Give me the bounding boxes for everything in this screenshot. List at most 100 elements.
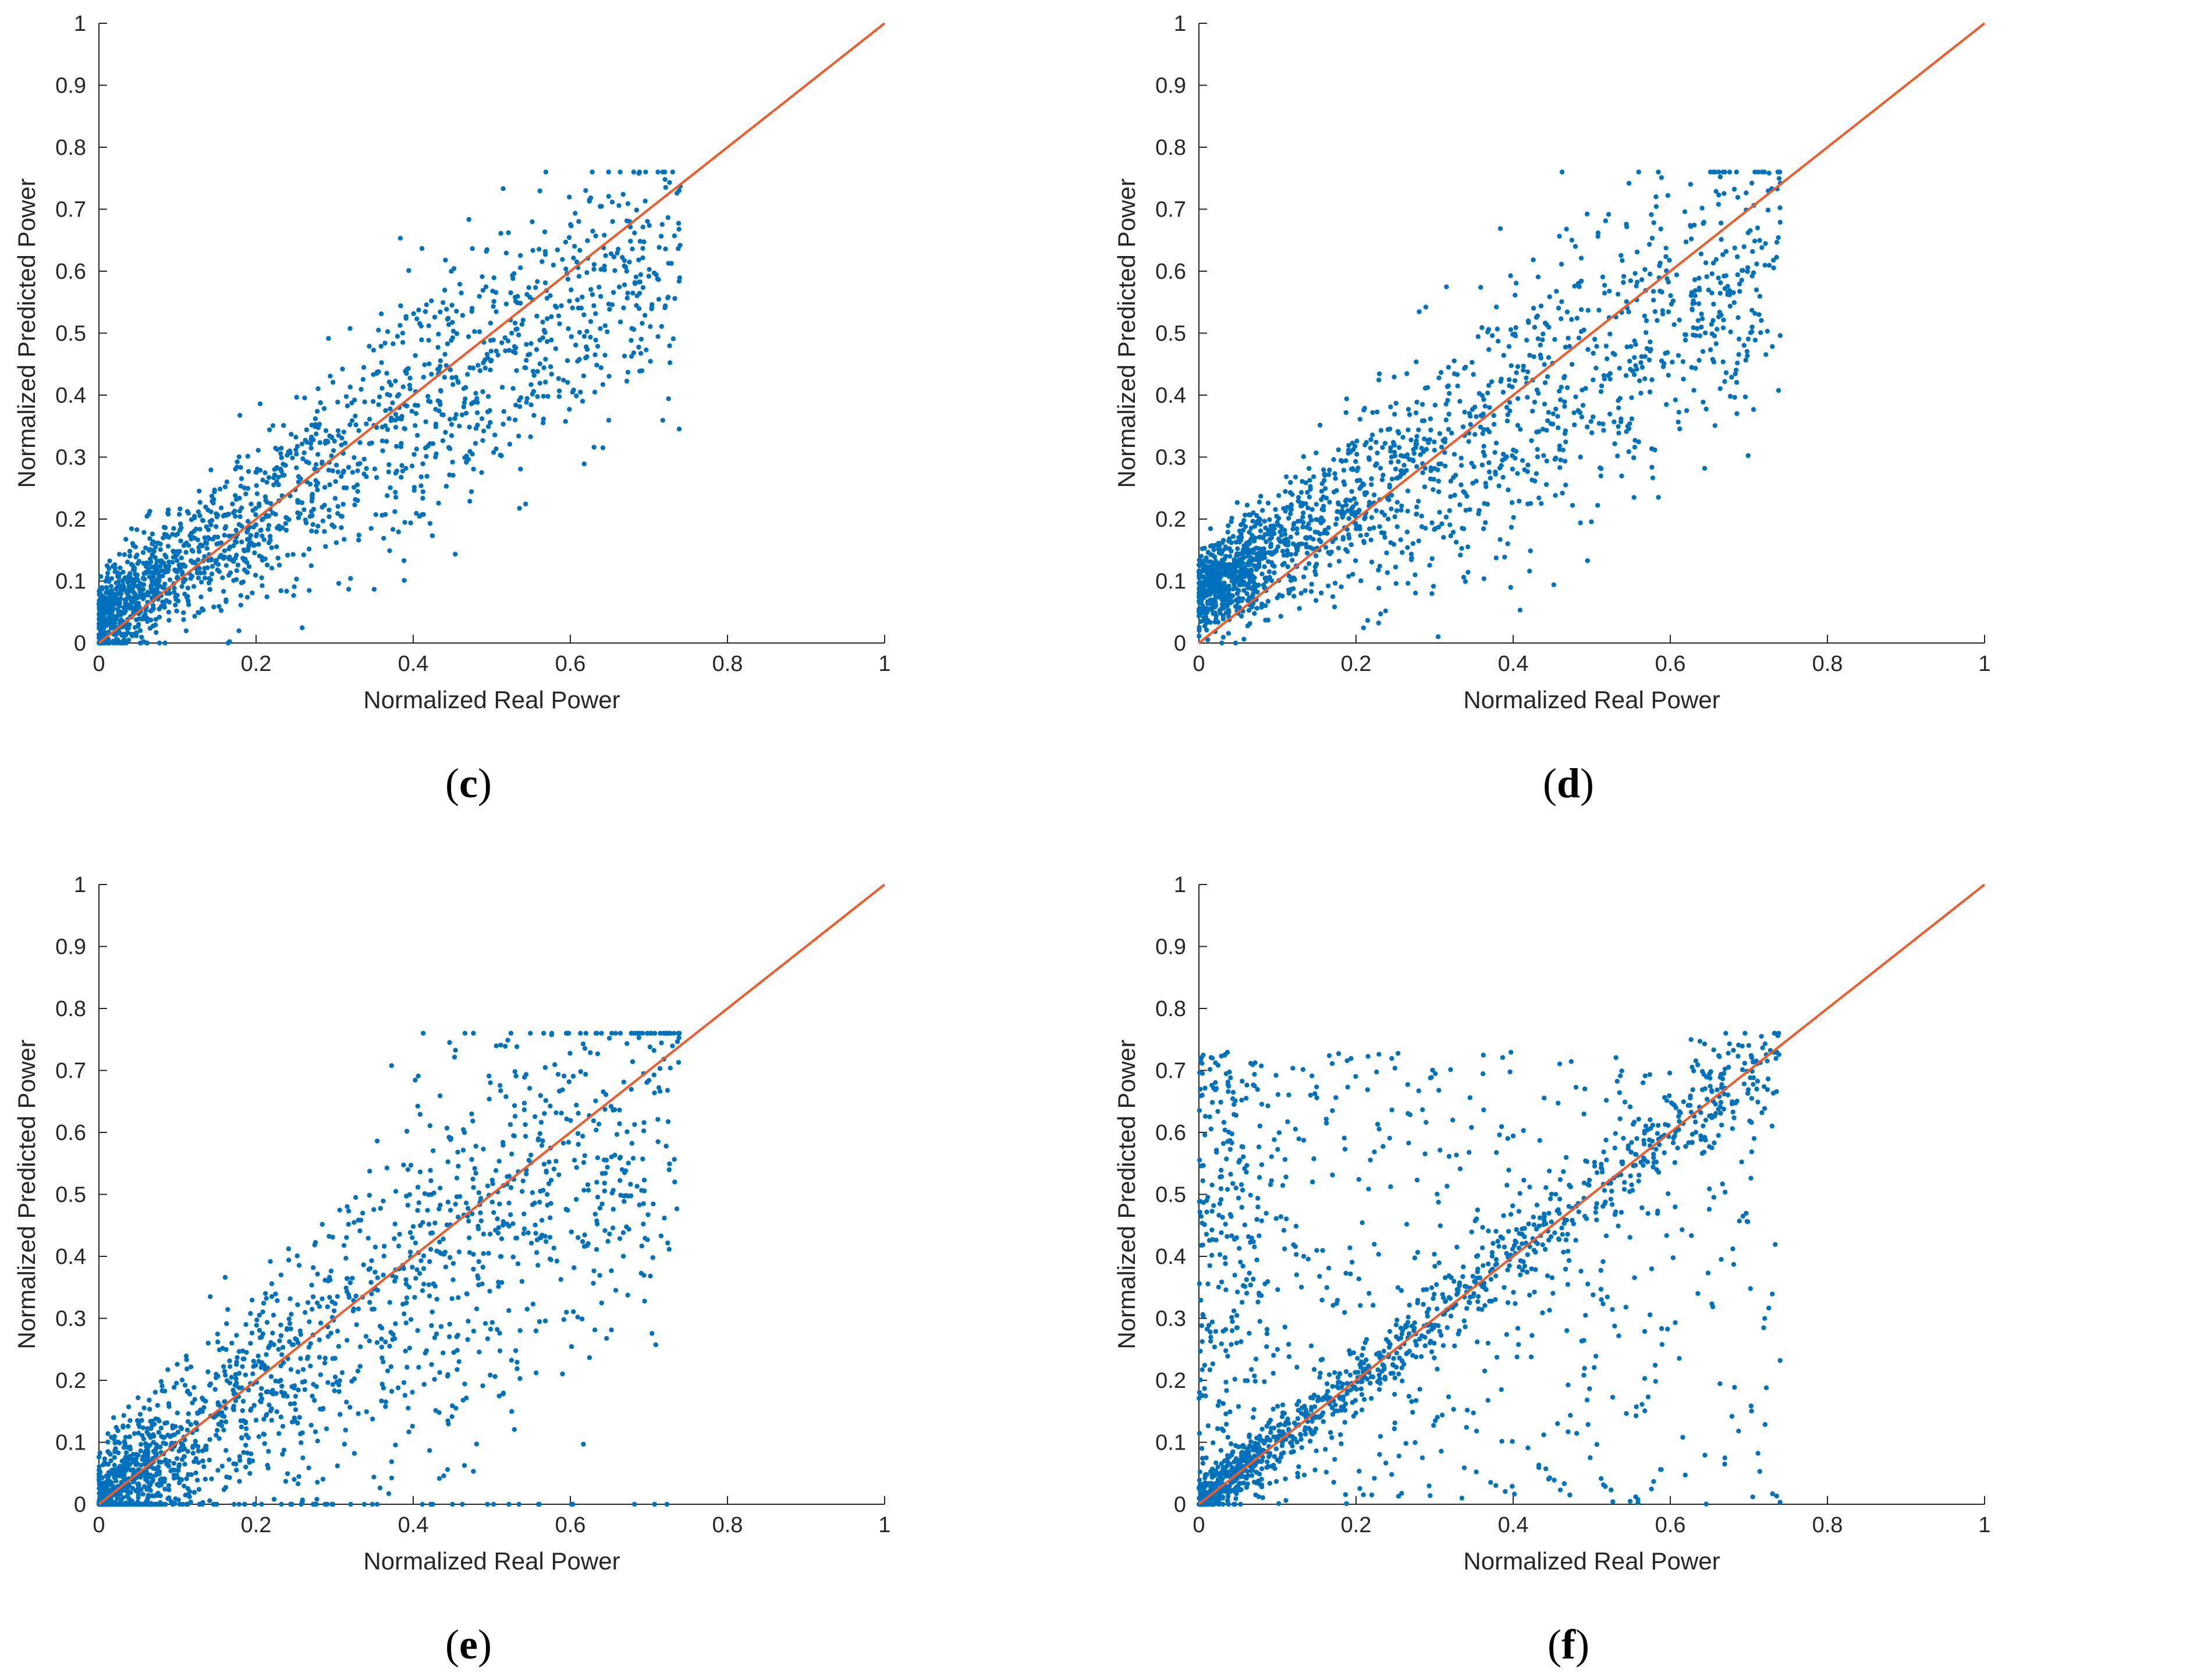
data-point (1486, 460, 1492, 466)
data-point (1766, 171, 1772, 176)
data-point (147, 574, 152, 580)
data-point (1399, 503, 1404, 509)
data-point (1460, 525, 1465, 531)
data-point (1734, 169, 1739, 175)
data-point (350, 1276, 355, 1281)
data-point (565, 379, 570, 385)
data-point (477, 329, 482, 335)
data-point (214, 524, 219, 530)
data-point (1594, 344, 1599, 349)
data-point (1722, 379, 1727, 384)
data-point (1539, 501, 1544, 506)
data-point (1287, 490, 1293, 495)
data-point (666, 1246, 672, 1252)
data-point (408, 1163, 414, 1168)
data-point (379, 1336, 384, 1342)
data-point (1488, 475, 1493, 481)
data-point (1313, 572, 1318, 577)
data-point (1642, 313, 1647, 319)
data-point (613, 1288, 619, 1293)
data-point (1615, 453, 1620, 459)
data-point (227, 554, 232, 560)
data-point (667, 343, 672, 349)
data-point (1632, 338, 1637, 343)
data-point (1651, 297, 1656, 303)
data-point (414, 316, 420, 322)
data-point (1716, 169, 1722, 175)
data-point (231, 1404, 236, 1409)
data-point (591, 445, 597, 450)
data-point (616, 247, 621, 252)
data-point (484, 248, 489, 254)
data-point (1197, 613, 1202, 619)
data-point (349, 418, 355, 423)
data-point (254, 470, 259, 475)
data-point (1452, 492, 1457, 498)
data-point (1458, 456, 1464, 461)
data-point (1718, 221, 1724, 226)
data-point (154, 569, 159, 574)
data-point (634, 293, 640, 299)
data-point (510, 1221, 516, 1226)
data-point (397, 323, 403, 328)
data-point (372, 466, 378, 471)
data-point (523, 1122, 528, 1127)
data-point (1644, 318, 1649, 324)
data-point (188, 1422, 194, 1427)
data-point (163, 1457, 168, 1462)
data-point (488, 367, 493, 372)
data-point (333, 540, 339, 545)
data-point (223, 524, 229, 530)
data-point (223, 599, 229, 605)
data-point (294, 395, 299, 400)
data-point (647, 267, 652, 272)
data-point (481, 1146, 486, 1152)
data-point (300, 456, 306, 461)
data-point (450, 1260, 456, 1266)
data-point (218, 608, 224, 613)
data-point (253, 506, 258, 511)
data-point (1628, 278, 1633, 283)
data-point (100, 585, 105, 590)
data-point (480, 287, 486, 293)
data-point (200, 608, 206, 613)
data-point (126, 1404, 132, 1409)
data-point (430, 1309, 435, 1315)
data-point (1226, 523, 1231, 528)
data-point (581, 1188, 587, 1193)
data-point (1653, 194, 1659, 200)
data-point (312, 1398, 317, 1403)
data-point (1431, 584, 1436, 589)
data-point (1695, 318, 1701, 323)
data-point (1219, 557, 1225, 563)
data-point (1215, 595, 1220, 600)
data-point (1307, 494, 1312, 500)
data-point (1197, 633, 1202, 639)
data-point (1629, 395, 1634, 400)
data-point (1405, 545, 1410, 550)
data-point (1701, 399, 1706, 405)
data-point (260, 1309, 265, 1315)
data-point (1634, 283, 1639, 289)
data-point (1220, 540, 1225, 545)
data-point (677, 1031, 682, 1036)
data-point (467, 424, 472, 430)
data-point (1205, 601, 1211, 606)
data-point (1219, 602, 1225, 607)
data-point (1505, 541, 1510, 546)
data-point (426, 323, 431, 328)
data-point (1301, 510, 1306, 516)
data-point (1378, 428, 1384, 433)
data-point (331, 1308, 337, 1313)
data-point (1240, 552, 1245, 557)
data-point (670, 169, 676, 175)
data-point (294, 1253, 300, 1259)
data-point (1720, 325, 1726, 331)
data-point (101, 602, 107, 608)
data-point (1656, 169, 1661, 175)
data-point (136, 1395, 141, 1401)
data-point (279, 455, 284, 460)
data-point (1233, 585, 1238, 591)
data-point (1360, 481, 1365, 486)
data-point (445, 1467, 450, 1472)
